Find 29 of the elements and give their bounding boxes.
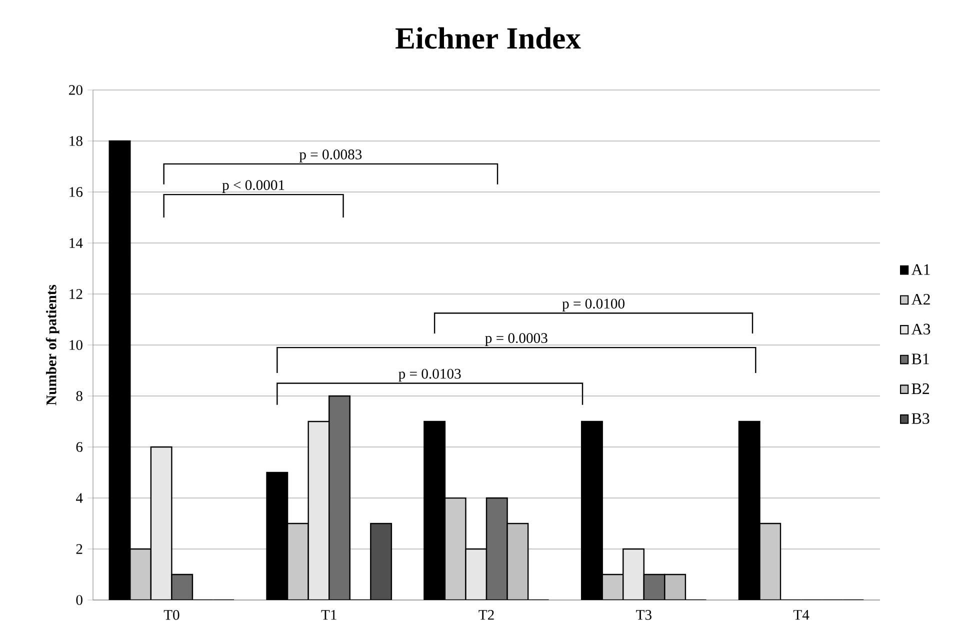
x-tick-label: T4 bbox=[793, 610, 810, 620]
y-tick-label: 18 bbox=[70, 136, 82, 146]
annotation: p = 0.0083 bbox=[299, 150, 362, 162]
y-tick-label: 2 bbox=[76, 544, 82, 554]
y-tick-label: 10 bbox=[70, 340, 82, 350]
legend-label: B2 bbox=[912, 383, 929, 394]
y-tick-label: 0 bbox=[76, 595, 82, 605]
legend-label: B3 bbox=[912, 413, 930, 424]
annotation: p < 0.0001 bbox=[222, 180, 284, 193]
y-tick-label: 12 bbox=[70, 289, 82, 299]
y-tick-label: 16 bbox=[70, 187, 83, 197]
chart-title: Eichner Index bbox=[396, 27, 581, 49]
annotation: p = 0.0003 bbox=[485, 333, 548, 346]
x-tick-label: T3 bbox=[636, 610, 652, 620]
y-tick-label: 4 bbox=[76, 493, 83, 503]
y-tick-label: 8 bbox=[76, 391, 82, 401]
annotation: p = 0.0100 bbox=[562, 298, 624, 312]
legend-label: B1 bbox=[912, 354, 929, 364]
x-tick-label: T0 bbox=[164, 610, 180, 620]
y-tick-label: 20 bbox=[69, 85, 82, 95]
y-tick-label: 6 bbox=[76, 442, 83, 452]
legend-label: A2 bbox=[911, 294, 930, 305]
legend-label: A1 bbox=[911, 264, 930, 275]
y-tick-label: 14 bbox=[70, 238, 83, 248]
legend-label: A3 bbox=[911, 324, 930, 335]
x-tick-label: T2 bbox=[478, 610, 494, 620]
y-axis-title: Number of patients bbox=[46, 284, 60, 406]
x-tick-label: T1 bbox=[321, 610, 336, 620]
annotation: p = 0.0103 bbox=[398, 368, 461, 382]
